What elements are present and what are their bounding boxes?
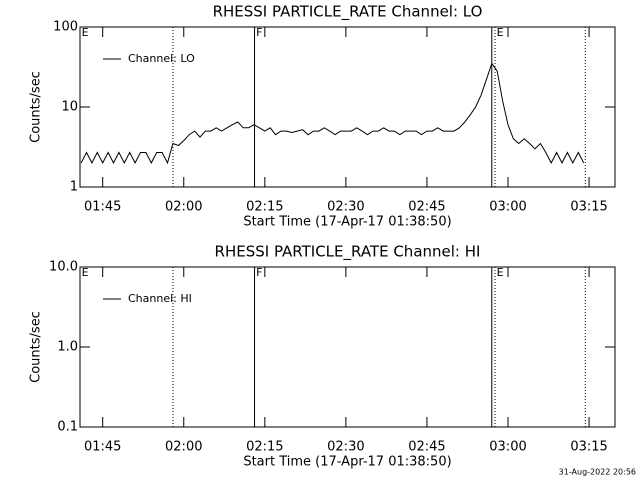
chart-title: RHESSI PARTICLE_RATE Channel: LO bbox=[213, 3, 483, 22]
y-tick-label: 1 bbox=[70, 180, 78, 195]
y-tick-label: 10.0 bbox=[49, 260, 78, 275]
legend-label: Channel: HI bbox=[128, 292, 192, 305]
x-axis-label: Start Time (17-Apr-17 01:38:50) bbox=[243, 215, 451, 230]
x-tick-label: 02:00 bbox=[165, 200, 202, 215]
x-tick-label: 02:45 bbox=[408, 200, 445, 215]
x-tick-label: 03:15 bbox=[570, 200, 607, 215]
x-axis-label: Start Time (17-Apr-17 01:38:50) bbox=[243, 455, 451, 470]
footer: 31-Aug-2022 20:56 bbox=[559, 468, 636, 477]
marker-label: E bbox=[497, 266, 504, 279]
marker-label: E bbox=[497, 26, 504, 39]
y-tick-label: 1.0 bbox=[57, 340, 78, 355]
y-tick-label: 100 bbox=[53, 20, 78, 35]
x-tick-label: 02:15 bbox=[246, 440, 283, 455]
legend-label: Channel: LO bbox=[128, 52, 195, 65]
y-axis-label: Counts/sec bbox=[29, 311, 44, 383]
x-tick-label: 02:00 bbox=[165, 440, 202, 455]
plot-frame bbox=[79, 266, 616, 428]
marker-label: F bbox=[256, 26, 262, 39]
plot-frame bbox=[79, 26, 616, 188]
x-tick-label: 01:45 bbox=[84, 200, 121, 215]
marker-label: F bbox=[256, 266, 262, 279]
x-tick-label: 03:15 bbox=[570, 440, 607, 455]
marker-label: E bbox=[82, 26, 89, 39]
y-tick-label: 0.1 bbox=[57, 420, 78, 435]
x-tick-label: 02:45 bbox=[408, 440, 445, 455]
y-tick-label: 10 bbox=[61, 100, 78, 115]
marker-label: E bbox=[82, 266, 89, 279]
y-axis-label: Counts/sec bbox=[29, 71, 44, 143]
x-tick-label: 01:45 bbox=[84, 440, 121, 455]
x-tick-label: 02:30 bbox=[327, 200, 364, 215]
x-tick-label: 02:30 bbox=[327, 440, 364, 455]
chart-title: RHESSI PARTICLE_RATE Channel: HI bbox=[215, 243, 481, 262]
x-tick-label: 03:00 bbox=[489, 200, 526, 215]
x-tick-label: 02:15 bbox=[246, 200, 283, 215]
data-line bbox=[80, 62, 585, 165]
x-tick-label: 03:00 bbox=[489, 440, 526, 455]
